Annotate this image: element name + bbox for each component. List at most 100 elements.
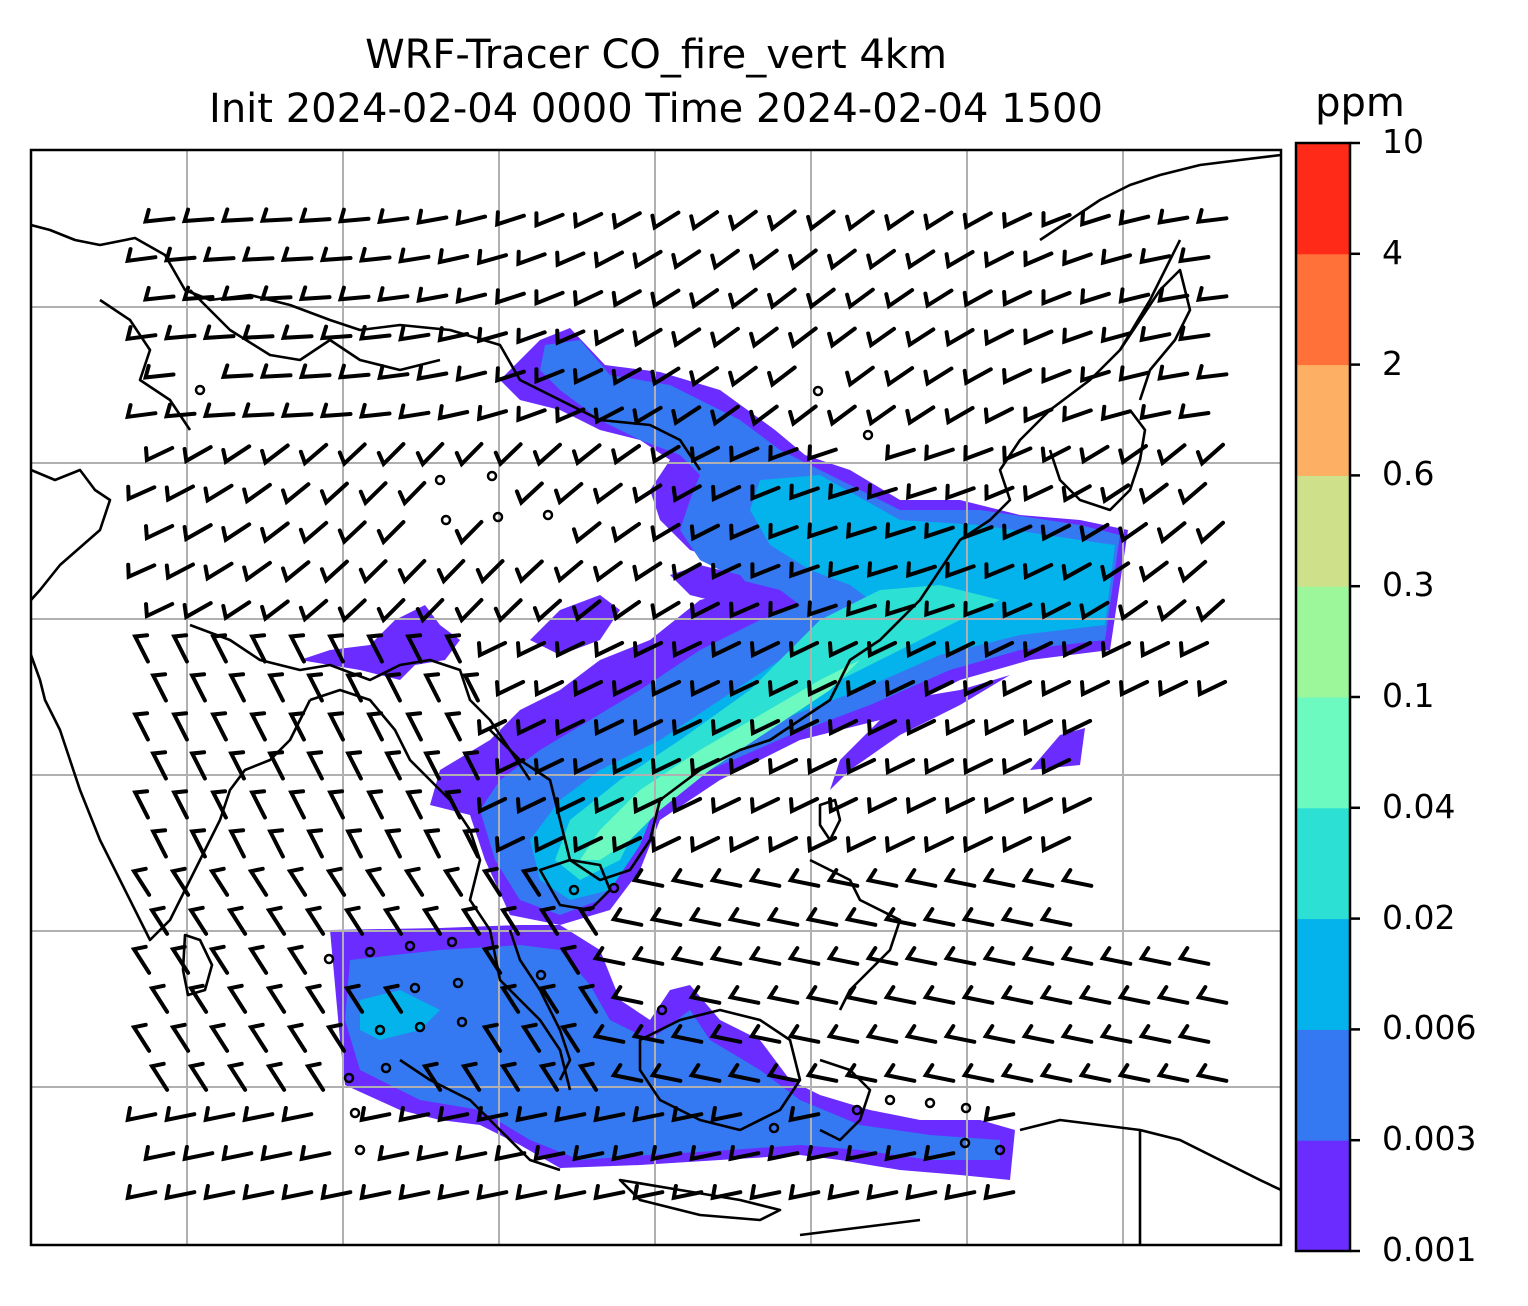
wind-barb <box>1062 249 1093 267</box>
calm-wind-marker <box>535 969 547 981</box>
calm-wind-marker <box>354 1144 366 1156</box>
wind-barb <box>593 482 623 505</box>
wind-barb <box>827 248 857 271</box>
wind-barb <box>962 289 993 308</box>
wind-barb <box>416 1145 449 1162</box>
wind-barb <box>923 366 954 387</box>
wind-barb <box>611 289 642 308</box>
wind-barb <box>462 750 480 781</box>
calm-wind-marker <box>409 982 421 994</box>
wind-barb <box>499 905 521 936</box>
wind-barb <box>632 561 663 582</box>
wind-barb <box>202 246 236 263</box>
wind-barb <box>806 1145 839 1162</box>
wind-barb <box>866 1184 899 1201</box>
wind-barb <box>906 640 937 659</box>
wind-barb <box>671 1106 704 1123</box>
wind-barb <box>904 868 938 888</box>
wind-barb <box>125 247 158 264</box>
wind-barb <box>1060 868 1094 888</box>
wind-barb <box>768 757 799 776</box>
wind-barb <box>534 367 565 385</box>
wind-barb <box>846 757 877 776</box>
wind-barb <box>944 1184 977 1201</box>
wind-barb <box>671 484 702 503</box>
wind-barb <box>1079 600 1110 621</box>
wind-barb <box>298 520 329 545</box>
colorbar-tick-label: 0.6 <box>1382 454 1435 494</box>
map-title-line-2: Init 2024-02-04 0000 Time 2024-02-04 150… <box>209 86 1103 132</box>
wind-barb <box>337 520 367 546</box>
wind-barb <box>906 718 937 737</box>
calm-wind-marker <box>812 385 824 397</box>
colorbar-segment <box>1296 143 1350 255</box>
wind-barb <box>729 601 760 619</box>
wind-barb <box>768 835 799 854</box>
wind-barb <box>631 1024 665 1044</box>
wind-barb <box>867 640 898 659</box>
wind-barb <box>1000 907 1034 927</box>
wind-barb <box>828 561 859 578</box>
wind-barb <box>1100 326 1132 344</box>
wind-barb <box>1021 868 1055 888</box>
colorbar-segment <box>1296 475 1350 587</box>
wind-barb <box>142 363 176 380</box>
wind-barb <box>826 1024 860 1044</box>
wind-barb <box>1002 523 1033 541</box>
wind-barb <box>671 1184 704 1201</box>
wind-barb <box>249 789 267 820</box>
wind-barb <box>538 905 560 936</box>
colorbar-segment <box>1296 1140 1350 1252</box>
wind-barb <box>187 983 209 1014</box>
wind-barb <box>130 866 152 897</box>
wind-barb <box>442 866 464 897</box>
wind-barb <box>203 1106 236 1123</box>
wind-barb <box>573 835 604 854</box>
wind-barb <box>729 835 760 854</box>
wind-barb <box>436 559 466 585</box>
wind-barb <box>826 946 860 966</box>
wind-barb <box>632 1184 665 1201</box>
wind-barb <box>866 404 896 427</box>
wind-barb <box>345 828 363 859</box>
wind-barb <box>649 907 683 927</box>
wind-barb <box>963 522 994 540</box>
wind-barb <box>476 1184 509 1201</box>
wind-barb <box>1041 211 1072 229</box>
wind-barb <box>807 679 838 698</box>
wind-barb <box>905 249 936 270</box>
wind-barb <box>298 285 332 302</box>
wind-barb <box>1100 248 1132 266</box>
wind-barb <box>962 211 993 230</box>
wind-barb <box>493 442 523 468</box>
wind-barb <box>844 1063 878 1083</box>
calm-wind-marker <box>414 1021 426 1033</box>
wind-barb <box>573 290 604 308</box>
wind-barb <box>203 483 234 504</box>
wind-barb <box>867 561 898 578</box>
wind-barb <box>163 324 197 341</box>
wind-barb <box>241 402 275 418</box>
wind-barb <box>1002 679 1033 698</box>
wind-barb <box>495 210 526 228</box>
wind-barb <box>1099 946 1133 966</box>
wind-barb <box>924 522 955 540</box>
wind-barb <box>788 404 818 427</box>
wind-barb <box>1041 289 1072 307</box>
wind-barb <box>1100 404 1132 422</box>
wind-barb <box>866 326 896 349</box>
wind-barb <box>905 1184 938 1201</box>
wind-barb <box>554 560 584 584</box>
wind-barb <box>423 672 441 703</box>
wind-barb <box>750 562 781 580</box>
wind-barb <box>650 210 681 231</box>
wind-barb <box>805 1063 839 1083</box>
coastline-bay-of-bengal <box>309 688 572 1091</box>
wind-barb <box>767 365 797 388</box>
wind-barb <box>359 1184 392 1201</box>
wind-barb <box>454 520 484 546</box>
wind-barb <box>806 287 836 310</box>
border-himalaya <box>189 623 532 781</box>
wind-barb <box>1040 445 1071 464</box>
wind-barb <box>633 718 664 737</box>
